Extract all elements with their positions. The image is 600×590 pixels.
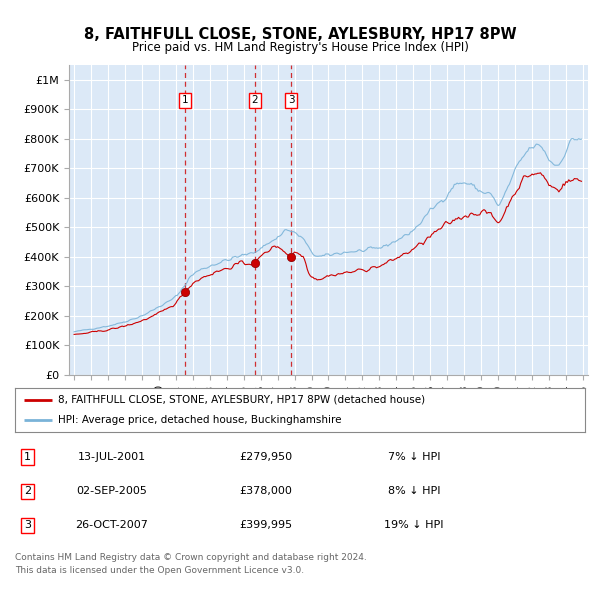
Text: 2: 2 [24, 486, 31, 496]
Text: 8, FAITHFULL CLOSE, STONE, AYLESBURY, HP17 8PW (detached house): 8, FAITHFULL CLOSE, STONE, AYLESBURY, HP… [58, 395, 425, 405]
Text: 02-SEP-2005: 02-SEP-2005 [76, 486, 148, 496]
Text: 13-JUL-2001: 13-JUL-2001 [78, 453, 146, 462]
Text: 2: 2 [252, 96, 259, 105]
Text: 8% ↓ HPI: 8% ↓ HPI [388, 486, 440, 496]
Text: £399,995: £399,995 [239, 520, 292, 530]
Text: 1: 1 [182, 96, 188, 105]
Text: 8, FAITHFULL CLOSE, STONE, AYLESBURY, HP17 8PW: 8, FAITHFULL CLOSE, STONE, AYLESBURY, HP… [83, 27, 517, 42]
Text: 1: 1 [24, 453, 31, 462]
Text: This data is licensed under the Open Government Licence v3.0.: This data is licensed under the Open Gov… [15, 566, 304, 575]
Text: HPI: Average price, detached house, Buckinghamshire: HPI: Average price, detached house, Buck… [58, 415, 341, 425]
Text: Contains HM Land Registry data © Crown copyright and database right 2024.: Contains HM Land Registry data © Crown c… [15, 553, 367, 562]
Text: £378,000: £378,000 [239, 486, 292, 496]
Text: 19% ↓ HPI: 19% ↓ HPI [384, 520, 444, 530]
Text: Price paid vs. HM Land Registry's House Price Index (HPI): Price paid vs. HM Land Registry's House … [131, 41, 469, 54]
Text: 3: 3 [24, 520, 31, 530]
Text: 3: 3 [288, 96, 295, 105]
Text: £279,950: £279,950 [239, 453, 292, 462]
Text: 26-OCT-2007: 26-OCT-2007 [76, 520, 148, 530]
Text: 7% ↓ HPI: 7% ↓ HPI [388, 453, 440, 462]
